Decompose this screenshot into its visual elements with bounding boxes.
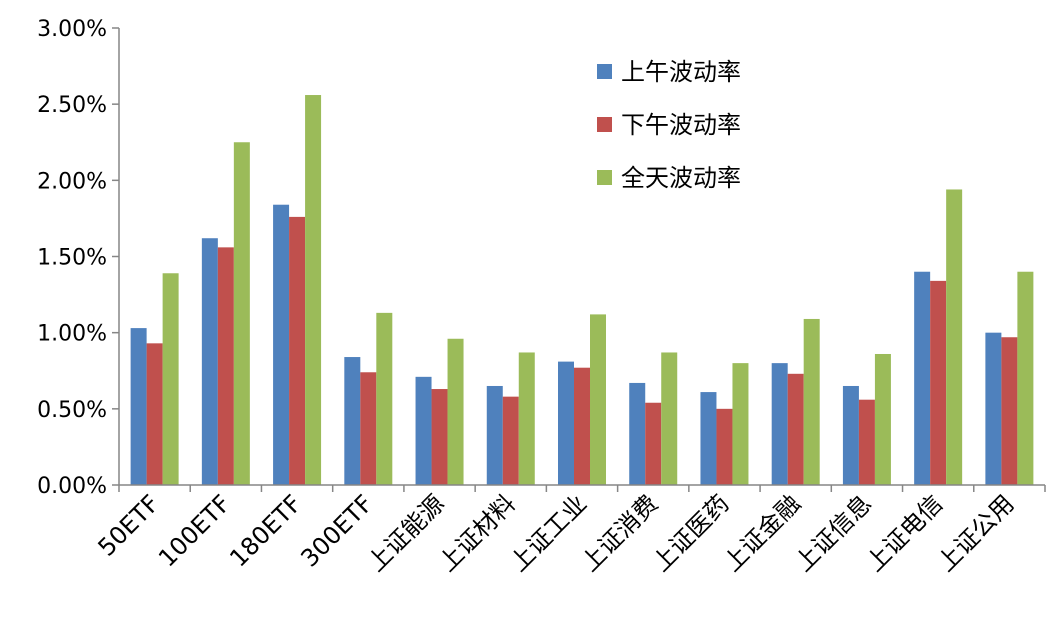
bar-全天波动率-上证能源 — [447, 338, 464, 485]
bar-全天波动率-上证工业 — [590, 314, 606, 485]
bar-下午波动率-上证公用 — [1001, 337, 1018, 485]
bar-下午波动率-上证电信 — [930, 280, 947, 485]
bar-上午波动率-上证能源 — [415, 376, 432, 485]
y-axis-ticks: 0.00% 0.50% 1.00% 1.50% 2.00% 2.50% 3.00% — [37, 17, 119, 499]
bars-group — [130, 95, 1034, 485]
legend-swatch — [597, 64, 612, 79]
legend-swatch — [597, 117, 612, 132]
x-tick-label: 上证金融 — [718, 489, 806, 577]
x-tick-label: 上证公用 — [932, 489, 1020, 577]
x-tick-label: 上证消费 — [576, 489, 664, 577]
bar-上午波动率-上证公用 — [985, 332, 1002, 485]
bar-下午波动率-180ETF — [289, 216, 306, 485]
bar-全天波动率-300ETF — [376, 312, 393, 485]
y-tick-label: 2.50% — [37, 93, 107, 118]
legend-label: 全天波动率 — [621, 164, 741, 192]
x-tick-label: 上证工业 — [505, 489, 593, 577]
x-tick-label: 上证医药 — [647, 489, 735, 577]
bar-上午波动率-100ETF — [201, 238, 218, 485]
bar-上午波动率-上证材料 — [486, 385, 503, 485]
bar-下午波动率-上证金融 — [787, 373, 804, 485]
bar-上午波动率-300ETF — [344, 357, 361, 485]
y-tick-label: 0.00% — [37, 474, 107, 499]
bar-上午波动率-180ETF — [273, 204, 290, 485]
bar-全天波动率-上证信息 — [874, 353, 891, 485]
x-tick-label: 上证能源 — [362, 489, 450, 577]
x-tick-label: 上证材料 — [433, 489, 521, 577]
bar-全天波动率-50ETF — [162, 273, 179, 485]
bar-上午波动率-上证工业 — [558, 361, 574, 485]
bar-全天波动率-上证公用 — [1017, 271, 1034, 485]
bar-全天波动率-上证医药 — [732, 363, 749, 485]
bar-上午波动率-上证电信 — [914, 271, 931, 485]
bar-下午波动率-上证信息 — [858, 399, 875, 485]
bar-全天波动率-上证消费 — [661, 352, 678, 485]
legend-label: 下午波动率 — [621, 111, 741, 139]
bar-上午波动率-上证医药 — [700, 392, 717, 485]
bar-上午波动率-50ETF — [130, 328, 147, 485]
bar-下午波动率-300ETF — [360, 372, 377, 485]
bar-全天波动率-上证金融 — [803, 318, 820, 485]
bar-下午波动率-50ETF — [146, 343, 163, 485]
x-tick-label: 180ETF — [224, 489, 307, 572]
bar-上午波动率-上证信息 — [842, 385, 859, 485]
bar-下午波动率-上证消费 — [645, 402, 662, 485]
bar-全天波动率-上证材料 — [518, 352, 535, 485]
bar-下午波动率-100ETF — [217, 247, 234, 485]
bar-下午波动率-上证材料 — [502, 396, 519, 485]
bar-下午波动率-上证工业 — [574, 367, 590, 485]
bar-全天波动率-180ETF — [305, 95, 322, 485]
bar-全天波动率-100ETF — [233, 142, 250, 485]
bar-下午波动率-上证医药 — [716, 408, 733, 485]
x-tick-label: 上证信息 — [789, 489, 877, 577]
y-tick-label: 1.50% — [37, 246, 107, 271]
bar-下午波动率-上证能源 — [431, 389, 448, 485]
y-tick-label: 2.00% — [37, 169, 107, 194]
bar-上午波动率-上证金融 — [771, 363, 788, 485]
y-tick-label: 3.00% — [37, 17, 107, 42]
x-axis-ticks: 50ETF100ETF180ETF300ETF上证能源上证材料上证工业上证消费上… — [93, 485, 1046, 577]
bar-全天波动率-上证电信 — [946, 189, 963, 485]
x-tick-label: 100ETF — [153, 489, 236, 572]
x-tick-label: 上证电信 — [861, 489, 949, 577]
y-tick-label: 1.00% — [37, 322, 107, 347]
legend-swatch — [597, 170, 612, 185]
y-tick-label: 0.50% — [37, 398, 107, 423]
bar-上午波动率-上证消费 — [629, 382, 646, 485]
legend-label: 上午波动率 — [621, 58, 741, 86]
